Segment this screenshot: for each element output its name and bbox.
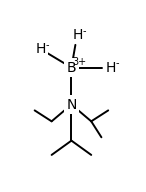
Text: -: - — [115, 58, 119, 68]
Text: -: - — [46, 40, 49, 50]
Text: 3+: 3+ — [73, 57, 87, 67]
Text: H: H — [36, 42, 46, 56]
Text: H: H — [72, 28, 83, 42]
Text: -: - — [82, 26, 86, 36]
Text: H: H — [105, 60, 116, 74]
Text: B: B — [67, 60, 76, 74]
Text: N: N — [66, 98, 77, 112]
